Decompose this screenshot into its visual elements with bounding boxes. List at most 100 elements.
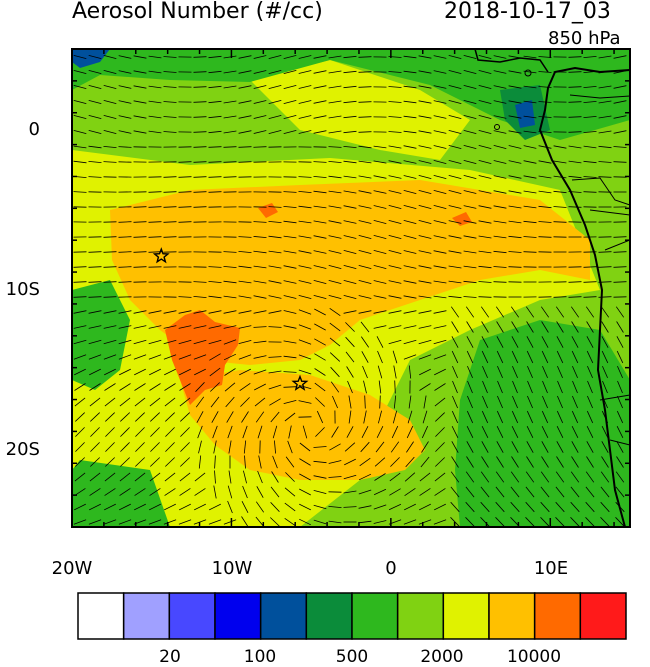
wind-vector	[244, 455, 246, 469]
wind-vector	[420, 456, 430, 468]
wind-vector	[348, 395, 352, 409]
wind-vector	[463, 55, 477, 59]
wind-vector	[466, 456, 474, 468]
wind-vector	[433, 130, 447, 134]
wind-vector	[313, 55, 327, 59]
wind-vector	[283, 115, 297, 119]
wind-vector	[238, 265, 252, 269]
wind-vector	[358, 71, 372, 73]
wind-vector	[313, 446, 327, 448]
wind-vector	[283, 220, 297, 224]
wind-vector	[616, 336, 624, 348]
wind-vector	[600, 471, 610, 483]
wind-vector	[241, 411, 249, 423]
wind-vector	[134, 397, 146, 407]
wind-vector	[478, 55, 492, 59]
wind-vector	[238, 55, 252, 59]
wind-vector	[253, 70, 267, 74]
wind-vector	[88, 251, 102, 253]
wind-vector	[598, 55, 612, 59]
wind-vector	[133, 339, 147, 345]
wind-vector	[433, 100, 447, 104]
wind-vector	[89, 368, 101, 376]
wind-vector	[538, 221, 552, 223]
wind-vector	[178, 325, 192, 329]
wind-vector	[452, 365, 458, 379]
wind-vector	[103, 325, 117, 329]
wind-vector	[268, 206, 282, 208]
wind-vector	[556, 441, 564, 453]
wind-vector	[328, 235, 342, 239]
wind-vector	[418, 250, 432, 254]
wind-vector	[298, 55, 312, 59]
wind-vector	[358, 265, 372, 269]
wind-vector	[134, 488, 146, 496]
wind-vector	[330, 366, 340, 378]
wind-vector	[556, 426, 564, 438]
wind-vector	[526, 336, 534, 348]
wind-vector	[163, 339, 177, 345]
wind-vector	[481, 410, 489, 424]
wind-vector	[450, 501, 460, 513]
wind-vector	[403, 55, 417, 59]
wind-vector	[418, 100, 432, 104]
wind-vector	[568, 281, 582, 283]
wind-vector	[388, 503, 402, 511]
wind-vector	[452, 395, 458, 409]
wind-vector	[148, 55, 162, 59]
wind-vector	[274, 440, 276, 454]
wind-vector	[568, 116, 582, 118]
wind-vector	[148, 339, 162, 345]
wind-vector	[493, 190, 507, 194]
wind-vector	[493, 85, 507, 89]
field-zone-yellow-north	[250, 60, 470, 160]
wind-vector	[538, 160, 552, 164]
wind-vector	[163, 131, 177, 133]
lon-label-0: 0	[385, 558, 397, 579]
wind-vector	[298, 250, 312, 254]
wind-vector	[373, 295, 387, 299]
wind-vector	[373, 190, 387, 194]
wind-vector	[103, 70, 117, 74]
wind-vector	[105, 412, 115, 422]
wind-vector	[73, 325, 87, 329]
wind-vector	[268, 55, 282, 59]
wind-vector	[104, 503, 116, 511]
wind-vector	[88, 266, 102, 268]
wind-vector	[298, 85, 312, 89]
wind-vector	[268, 250, 282, 254]
wind-vector	[104, 383, 116, 391]
wind-vector	[435, 412, 445, 422]
wind-vector	[358, 220, 372, 224]
wind-vector	[451, 426, 459, 438]
wind-vector	[74, 368, 86, 376]
wind-vector	[556, 456, 564, 468]
wind-vector	[403, 175, 417, 179]
wind-vector	[493, 220, 507, 224]
plot-frame	[71, 48, 631, 528]
wind-vector	[613, 115, 627, 119]
wind-vector	[523, 130, 537, 134]
wind-vector	[328, 265, 342, 269]
wind-vector	[298, 115, 312, 119]
wind-vector	[463, 85, 477, 89]
wind-vector	[570, 486, 580, 498]
wind-vector	[343, 280, 357, 284]
wind-vector	[238, 161, 252, 163]
wind-vector	[148, 519, 162, 525]
wind-vector	[481, 456, 489, 468]
wind-vector	[253, 250, 267, 254]
wind-vector	[408, 365, 412, 379]
wind-vector	[496, 441, 504, 453]
wind-vector	[511, 410, 519, 424]
wind-vector	[568, 71, 582, 73]
wind-vector	[89, 397, 101, 407]
wind-vector	[451, 456, 459, 468]
wind-vector	[88, 70, 102, 74]
wind-vector	[180, 457, 190, 467]
wind-vector	[583, 116, 597, 118]
wind-vector	[481, 321, 489, 333]
wind-vector	[298, 384, 312, 390]
wind-vector	[149, 397, 161, 407]
map-title: Aerosol Number (#/cc)	[72, 0, 323, 24]
